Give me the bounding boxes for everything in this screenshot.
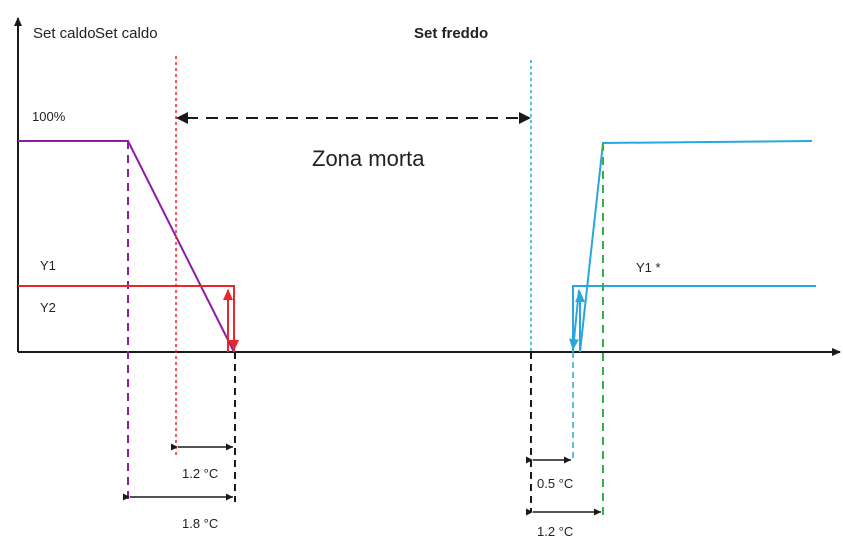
zona-morta-arrowhead-left: [176, 112, 188, 124]
y1-star-label: Y1 *: [636, 260, 661, 275]
cool-step-line: [572, 285, 816, 352]
pct-100-label: 100%: [32, 109, 66, 124]
set-freddo-label: Set freddo: [414, 25, 488, 42]
heat-ramp-line: [18, 140, 235, 353]
heat-step-line: [18, 285, 235, 352]
y1-label: Y1: [40, 258, 56, 273]
axis-label-set-caldo-1: Set caldo: [33, 25, 96, 42]
zona-morta-label: Zona morta: [312, 146, 425, 171]
dim-label-1-2-left: 1.2 °C: [182, 466, 218, 481]
y2-label: Y2: [40, 300, 56, 315]
dim-label-1-2-right: 1.2 °C: [537, 524, 573, 539]
dim-label-0-5: 0.5 °C: [537, 476, 573, 491]
zona-morta-arrowhead-right: [519, 112, 531, 124]
dim-label-1-8: 1.8 °C: [182, 516, 218, 531]
cool-ramp-line: [579, 140, 813, 353]
axis-label-set-caldo-2: Set caldo: [95, 25, 158, 42]
